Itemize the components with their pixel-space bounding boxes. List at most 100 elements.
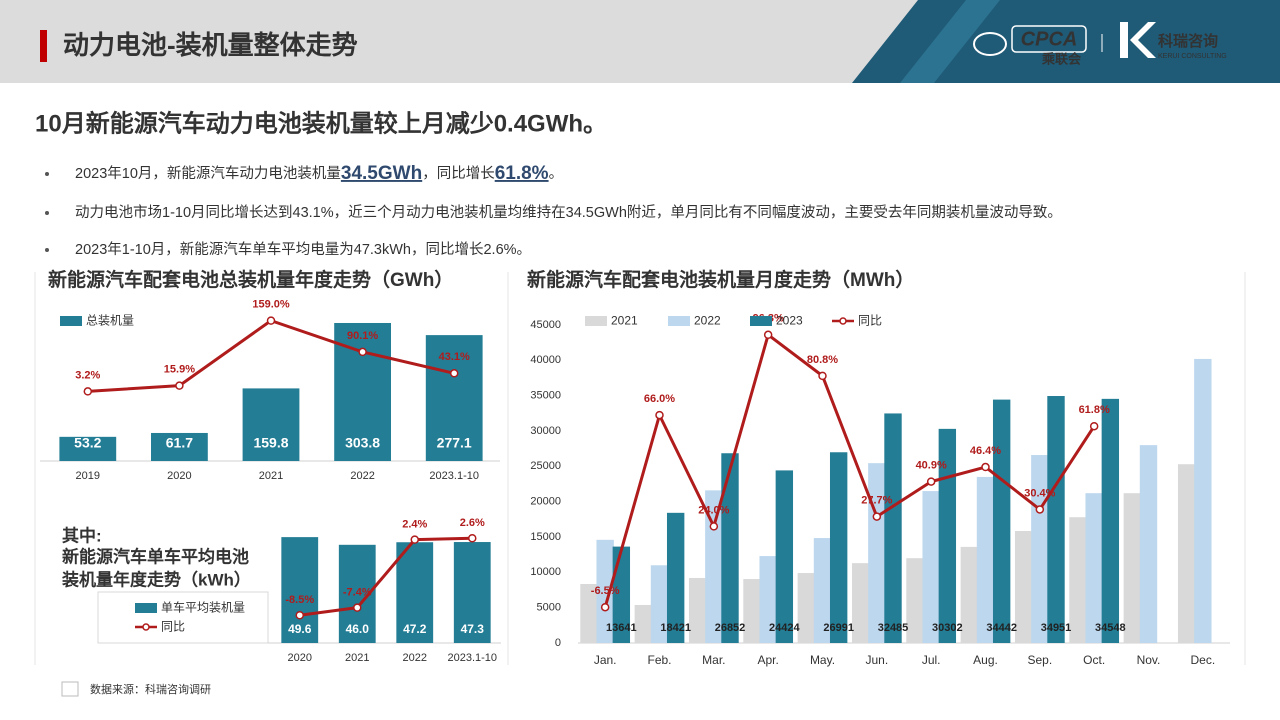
bar <box>1139 445 1158 643</box>
bar <box>813 538 832 643</box>
legend-marker <box>142 623 150 631</box>
bar <box>1123 493 1142 643</box>
source-icon <box>61 681 79 697</box>
data-label: 303.8 <box>345 435 380 451</box>
bar <box>242 388 300 461</box>
x-tick-label: Mar. <box>702 653 725 667</box>
bullet-dot <box>45 248 49 252</box>
data-label: 47.2 <box>403 622 427 636</box>
y-tick-label: 30000 <box>530 425 561 437</box>
line-marker <box>468 533 477 543</box>
bullet-text: 2023年10月，新能源汽车动力电池装机量 <box>75 165 341 182</box>
line-marker <box>1089 421 1099 431</box>
data-label: -7.4% <box>343 587 372 599</box>
data-label: -6.5% <box>591 585 620 597</box>
line-marker <box>655 410 664 420</box>
line-marker <box>175 381 184 390</box>
header-stripe <box>900 0 1000 83</box>
x-tick-label: 2020 <box>167 470 191 482</box>
legend-swatch <box>585 316 607 326</box>
kerui-emblem <box>1120 22 1156 58</box>
bar <box>938 428 957 643</box>
bar <box>868 463 886 643</box>
data-label: 27.7% <box>861 495 892 507</box>
x-tick-label: Dec. <box>1190 653 1215 667</box>
data-label: 26991 <box>823 622 854 634</box>
legend-label: 2023 <box>776 314 803 328</box>
x-tick-label: May. <box>810 653 835 667</box>
data-label: 53.2 <box>74 435 101 451</box>
data-label: 47.3 <box>461 622 485 636</box>
bar <box>960 546 979 643</box>
bar <box>453 542 491 643</box>
line-marker <box>266 316 276 325</box>
bullet: 动力电池市场1-10月同比增长达到43.1%，近三个月动力电池装机量均维持在34… <box>75 204 1062 221</box>
x-tick-label: Nov. <box>1137 653 1161 667</box>
source: 数据来源：科瑞咨询调研 <box>90 682 211 696</box>
bar <box>976 476 995 643</box>
y-tick-label: 40000 <box>530 354 561 366</box>
line-marker <box>872 512 882 521</box>
data-label: 24424 <box>769 622 800 634</box>
kerui-logo: 科瑞咨询 <box>1158 32 1218 50</box>
line-marker <box>926 477 936 486</box>
data-label: 24.0% <box>698 504 729 516</box>
legend-label: 2021 <box>611 314 638 328</box>
bar <box>1031 455 1049 643</box>
chart-title: 新能源汽车单车平均电池 <box>62 546 249 566</box>
y-tick-label: 5000 <box>537 602 561 614</box>
data-label: 34548 <box>1095 622 1126 634</box>
data-label: -8.5% <box>285 594 314 606</box>
y-tick-label: 25000 <box>530 460 561 472</box>
data-label: 61.7 <box>166 435 193 451</box>
chart-title: 其中: <box>62 525 102 545</box>
bar <box>580 583 598 643</box>
y-tick-label: 35000 <box>530 390 561 402</box>
bar <box>1194 358 1212 643</box>
bar <box>829 452 848 643</box>
x-tick-label: Feb. <box>647 653 671 667</box>
bar <box>775 470 794 643</box>
legend-swatch <box>135 603 157 613</box>
x-tick-label: 2021 <box>345 652 369 664</box>
bar <box>906 558 924 643</box>
bullet: 2023年10月，新能源汽车动力电池装机量34.5GWh，同比增长61.8%。 <box>75 163 563 184</box>
x-tick-label: Sep. <box>1027 653 1052 667</box>
legend-label: 同比 <box>161 620 185 634</box>
x-tick-label: Jan. <box>594 653 617 667</box>
data-label: 90.1% <box>347 330 378 342</box>
bar <box>797 573 816 643</box>
bullet-highlight: 34.5GWh <box>341 163 422 184</box>
chart-title: 新能源汽车配套电池总装机量年度走势（GWh） <box>48 268 453 291</box>
bar <box>596 539 614 643</box>
data-label: 277.1 <box>437 435 472 451</box>
data-label: 159.8 <box>253 435 288 451</box>
data-label: 40.9% <box>916 460 947 472</box>
line-marker <box>358 347 367 357</box>
bar <box>1101 398 1120 643</box>
cpca-logo: CPCA <box>1021 28 1078 50</box>
bar <box>59 436 117 461</box>
bar <box>721 453 739 643</box>
bar <box>1069 517 1087 643</box>
headline: 10月新能源汽车动力电池装机量较上月减少0.4GWh。 <box>35 109 607 137</box>
bar <box>151 432 208 461</box>
bullet-dot <box>45 172 49 176</box>
bullet-text: 。 <box>549 166 564 182</box>
x-tick-label: Apr. <box>757 653 778 667</box>
x-tick-label: Jul. <box>922 653 941 667</box>
data-label: 159.0% <box>252 299 290 311</box>
data-label: 80.8% <box>807 354 838 366</box>
title-marker <box>40 30 47 62</box>
bar <box>884 413 902 643</box>
bar <box>425 335 483 461</box>
bar <box>1047 396 1065 643</box>
data-label: 49.6 <box>288 622 312 636</box>
x-tick-label: Oct. <box>1083 653 1105 667</box>
x-tick-label: 2023.1-10 <box>447 652 497 664</box>
line-marker <box>295 611 304 620</box>
legend-frame <box>97 591 269 644</box>
bar <box>1177 464 1196 643</box>
data-label: 34442 <box>986 622 1017 634</box>
